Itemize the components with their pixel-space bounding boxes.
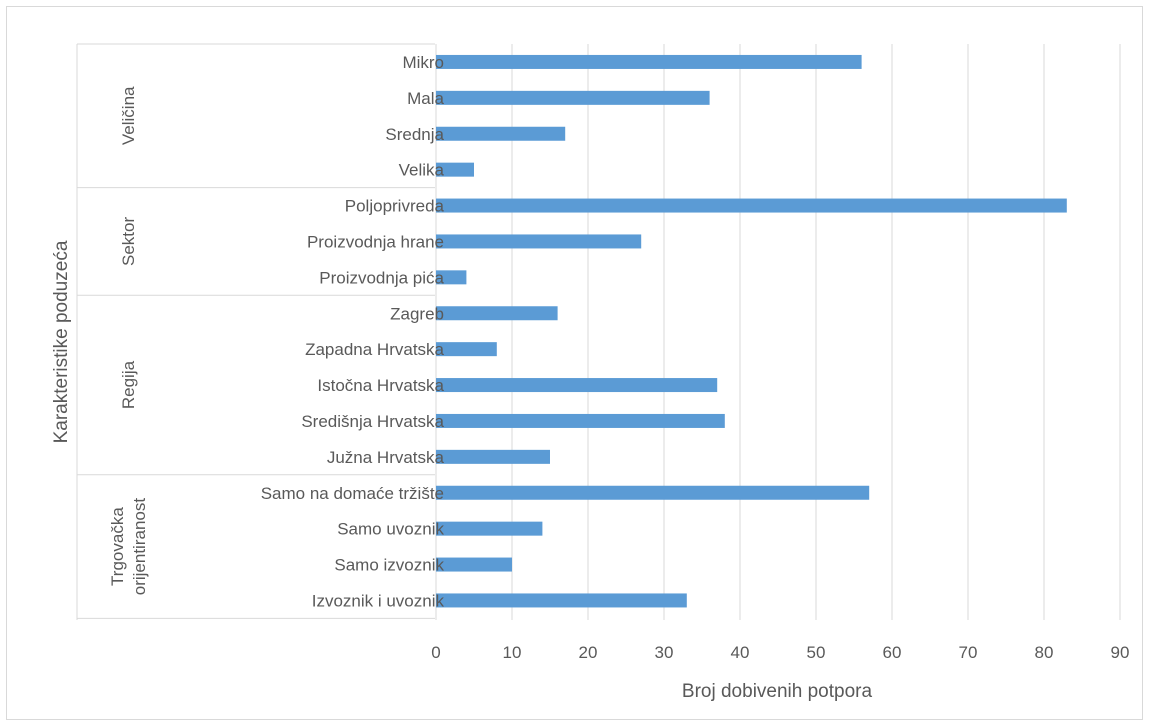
category-label: Velika [399, 161, 445, 180]
x-axis-title: Broj dobivenih potpora [682, 681, 873, 702]
x-tick-label: 10 [503, 643, 522, 662]
bar [436, 413, 725, 428]
category-label: Samo izvoznik [334, 556, 444, 575]
bar [436, 557, 512, 572]
x-tick-labels: 0 10 20 30 40 50 60 70 80 90 [431, 643, 1129, 662]
x-tick-label: 0 [431, 643, 440, 662]
category-label: Južna Hrvatska [327, 448, 445, 467]
bar [436, 485, 870, 500]
bar [436, 126, 566, 141]
group-label: Trgovačka orijentiranost [108, 498, 149, 596]
gridlines [76, 43, 1121, 620]
bar [436, 593, 687, 608]
x-tick-label: 40 [731, 643, 750, 662]
x-tick-label: 60 [883, 643, 902, 662]
category-label: Proizvodnja hrane [307, 232, 444, 251]
bar [436, 54, 862, 69]
category-label: Poljoprivreda [345, 197, 445, 216]
category-label: Proizvodnja pića [319, 268, 444, 287]
bar [436, 306, 558, 321]
x-tick-label: 90 [1111, 643, 1130, 662]
bars [436, 54, 1067, 608]
bar [436, 234, 642, 249]
group-label: Regija [119, 360, 138, 409]
category-labels: Mikro Mala Srednja Velika Poljoprivreda Proiz… [261, 53, 445, 611]
x-tick-label: 70 [959, 643, 978, 662]
category-label: Mikro [402, 53, 444, 72]
category-label: Zagreb [390, 304, 444, 323]
bar [436, 378, 718, 393]
bar [436, 270, 467, 285]
category-label: Izvoznik i uvoznik [312, 591, 445, 610]
x-tick-label: 20 [579, 643, 598, 662]
group-label: Sektor [119, 217, 138, 266]
category-label: Samo uvoznik [337, 520, 444, 539]
x-tick-label: 80 [1035, 643, 1054, 662]
x-tick-label: 30 [655, 643, 674, 662]
group-label: Veličina [119, 86, 138, 145]
bar [436, 198, 1067, 213]
bar [436, 521, 543, 536]
category-label: Istočna Hrvatska [317, 376, 444, 395]
y-axis-title: Karakteristike poduzeća [51, 240, 72, 443]
category-label: Mala [407, 89, 444, 108]
bar [436, 90, 710, 105]
group-labels: Veličina Sektor Regija Trgovačka orijentiran… [108, 86, 149, 595]
category-label: Zapadna Hrvatska [305, 340, 444, 359]
bar [436, 162, 474, 177]
bar [436, 342, 497, 357]
category-label: Samo na domaće tržište [261, 484, 444, 503]
category-label: Središnja Hrvatska [301, 412, 444, 431]
bar [436, 449, 550, 464]
x-tick-label: 50 [807, 643, 826, 662]
category-label: Srednja [385, 125, 444, 144]
